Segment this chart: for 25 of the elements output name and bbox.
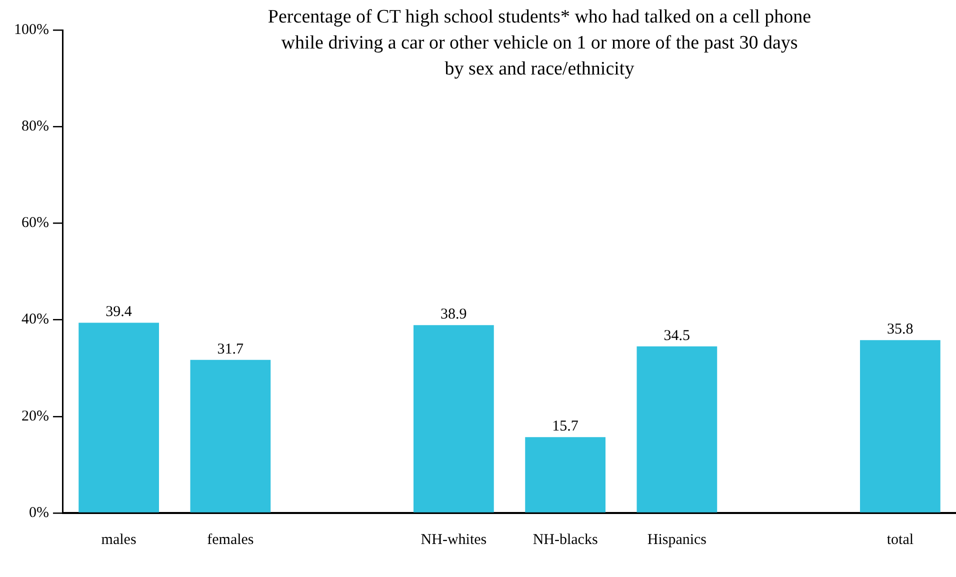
bar bbox=[78, 322, 159, 512]
data-label: 15.7 bbox=[552, 418, 579, 435]
x-tick-label: females bbox=[207, 532, 254, 548]
y-tick-label: 60% bbox=[21, 215, 49, 232]
y-tick-label: 80% bbox=[21, 118, 49, 135]
x-tick-label: Hispanics bbox=[647, 532, 707, 548]
chart-title: Percentage of CT high school students* who had talked on a cell phone while driving a car or other vehicle on 1 or more of the past 30 days by sex and race/ethnicity bbox=[268, 6, 812, 80]
x-tick-label: males bbox=[101, 532, 136, 548]
data-label: 34.5 bbox=[664, 328, 690, 344]
y-tick-label: 20% bbox=[21, 408, 49, 424]
bar bbox=[190, 360, 271, 512]
bar bbox=[636, 346, 718, 512]
data-label: 35.8 bbox=[887, 322, 914, 338]
data-label: 31.7 bbox=[217, 341, 244, 358]
x-tick-label: NH-blacks bbox=[532, 532, 598, 548]
bar bbox=[414, 325, 494, 512]
x-tick-label: NH-whites bbox=[420, 532, 487, 548]
bar bbox=[525, 437, 606, 512]
x-tick-label: total bbox=[886, 532, 914, 548]
y-tick-label: 0% bbox=[28, 504, 49, 521]
data-label: 39.4 bbox=[106, 304, 132, 320]
bar bbox=[860, 340, 940, 512]
y-tick-label: 100% bbox=[14, 22, 49, 38]
data-label: 38.9 bbox=[440, 306, 467, 323]
y-tick-label: 40% bbox=[21, 312, 49, 328]
